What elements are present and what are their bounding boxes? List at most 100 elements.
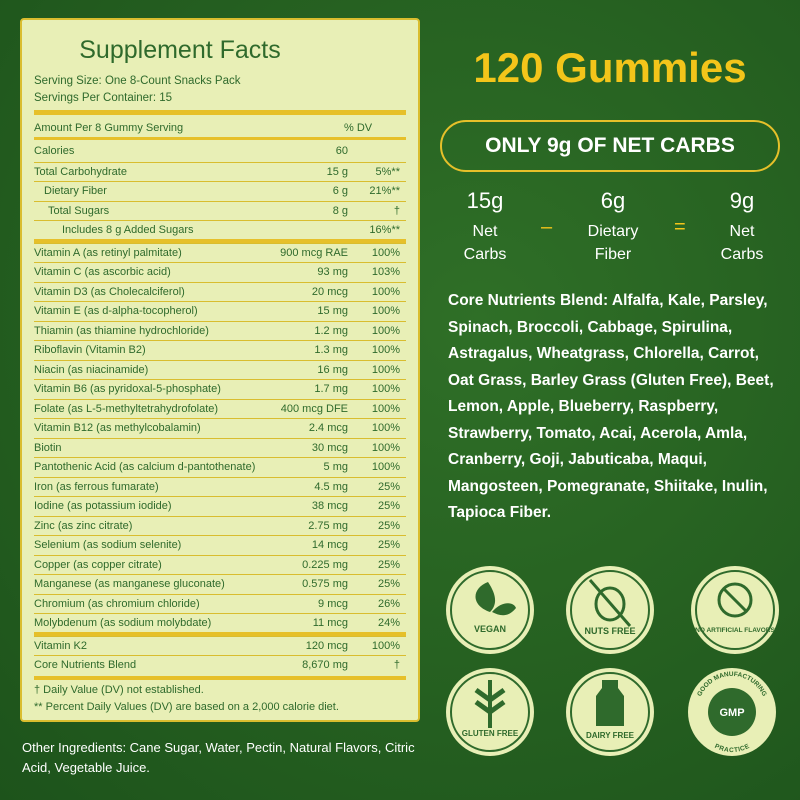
other-ingredients: Other Ingredients: Cane Sugar, Water, Pe… [22,740,415,775]
badge-ring-text: PRACTICE [713,743,751,754]
nutrient-amount: 2.4 mcg [308,422,348,434]
nutrient-dv: 100% [371,246,400,259]
badge-vegan: VEGAN [446,566,534,654]
facts-row: Vitamin B12 (as methylcobalamin) 2.4 mcg 1… [34,418,406,439]
amount-header: Amount Per 8 Gummy Serving [34,122,184,134]
nutrient-name: Vitamin K2 [34,639,87,652]
net-carbs-term: 15g Net Carbs [440,188,530,266]
nutrient-dv: 103% [371,266,400,278]
facts-row: Vitamin B6 (as pyridoxal-5-phosphate) 1.7… [34,379,406,400]
nutrient-name: Biotin [34,441,62,454]
facts-row: Vitamin C (as ascorbic acid) 93 mg 103% [34,262,406,283]
facts-row: Dietary Fiber 6 g 21%** [34,181,406,202]
divider [34,238,406,243]
nutrient-dv: 100% [371,422,400,434]
nutrient-name: Iron (as ferrous fumarate) [34,480,159,493]
facts-row: Vitamin E (as d-alpha-tocopherol) 15 mg 10… [34,301,406,322]
nutrient-name: Molybdenum (as sodium molybdate) [34,617,212,629]
nutrient-name: Vitamin B12 (as methylcobalamin) [34,422,201,434]
divider [34,675,406,680]
nutrient-name: Vitamin A (as retinyl palmitate) [34,246,182,259]
nutrient-name: Folate (as L-5-methyltetrahydrofolate) [34,402,219,415]
facts-row: Total Carbohydrate 15 g 5%** [34,161,406,183]
facts-row: Manganese (as manganese gluconate) 0.575 … [34,574,406,595]
nutrient-amount: 2.75 mg [308,519,348,532]
facts-row: Thiamin (as thiamine hydrochloride) 1.2 m… [34,320,406,342]
badge-label: VEGAN [474,624,506,634]
divider [34,137,406,140]
nutrient-amount: 0.225 mg [302,558,348,571]
nutrient-dv: 5%** [375,165,400,178]
nutrient-dv: 25% [377,539,400,551]
badge-gluten-free: GLUTEN FREE [446,668,534,756]
nutrient-dv: 25% [377,558,400,571]
facts-row: Niacin (as niacinamide) 16 mg 100% [34,359,406,381]
nutrient-amount: 8 g [332,204,348,217]
nutrient-name: Pantothenic Acid (as calcium d-pantothen… [34,461,256,473]
facts-row: Chromium (as chromium chloride) 9 mcg 26% [34,593,406,615]
facts-row: Calories 60 [34,142,406,162]
divider [34,631,406,636]
facts-row: Vitamin A (as retinyl palmitate) 900 mcg … [34,242,406,264]
facts-row: Folate (as L-5-methyltetrahydrofolate) 40… [34,398,406,420]
nutrient-dv: 25% [377,519,400,532]
facts-row: Iodine (as potassium iodide) 38 mcg 25% [34,496,406,517]
badge-label: GLUTEN FREE [462,729,519,738]
footnote: † Daily Value (DV) not established. [34,684,204,696]
supplement-facts-panel: Supplement Facts Serving Size: One 8-Cou… [20,18,420,722]
core-nutrients: Core Nutrients Blend: Alfalfa, Kale, Par… [448,292,774,521]
nutrient-amount: 15 mg [317,305,348,317]
nutrient-name: Manganese (as manganese gluconate) [34,578,225,590]
term-amount: 9g [729,188,755,213]
nutrient-amount: 60 [335,145,348,157]
footnote: ** Percent Daily Values (DV) are based o… [34,701,339,713]
nutrient-dv: 100% [371,639,400,652]
badge-ring-bottom: PRACTICE [713,743,751,754]
nutrient-dv: † [393,659,400,671]
nutrient-dv: 25% [377,500,400,512]
facts-row: Core Nutrients Blend 8,670 mg † [34,655,406,676]
nutrient-dv: 100% [371,461,400,473]
term-label: Net Carbs [720,223,764,263]
nutrient-amount: 20 mcg [311,285,348,298]
badges: VEGAN NUTS FREE NO ARTIFICIAL FLAVORS GL… [446,566,779,756]
nutrient-name: Core Nutrients Blend [34,659,137,671]
nutrient-name: Vitamin D3 (as Cholecalciferol) [34,285,185,298]
nutrient-amount: 4.5 mg [314,480,348,493]
nutrient-dv: 100% [371,402,400,415]
badge-gmp: GOOD MANUFACTURING PRACTICE GMP [688,668,776,756]
nutrient-name: Vitamin B6 (as pyridoxal-5-phosphate) [34,383,221,395]
nutrient-amount: 1.3 mg [314,344,348,356]
facts-row: Biotin 30 mcg 100% [34,437,406,459]
nutrient-amount: 5 mg [323,461,348,473]
facts-row: Copper (as copper citrate) 0.225 mg 25% [34,554,406,576]
net-carbs-term: 9g Net Carbs [697,188,787,266]
nutrient-amount: 1.2 mg [314,324,348,337]
nutrient-name: Total Carbohydrate [34,165,127,178]
term-amount: 15g [466,188,504,213]
facts-row: Vitamin K2 120 mcg 100% [34,635,406,657]
term-label: Dietary Fiber [587,223,639,263]
facts-row: Selenium (as sodium selenite) 14 mcg 25% [34,535,406,556]
nutrient-amount: 15 g [326,165,348,178]
nutrient-name: Total Sugars [48,204,110,217]
nutrient-dv: 100% [371,344,400,356]
nutrient-amount: 0.575 mg [302,578,348,590]
nutrient-dv: 100% [371,363,400,376]
nutrient-dv: 21%** [369,185,400,197]
nutrient-dv: 24% [377,617,400,629]
panel-title: Supplement Facts [79,36,281,64]
serving-size: Serving Size: One 8-Count Snacks Pack [34,75,241,87]
nutrient-name: Riboflavin (Vitamin B2) [34,344,146,356]
nutrient-amount: 9 mcg [318,597,348,610]
nutrient-dv: † [393,204,400,217]
nutrient-dv: 100% [371,285,400,298]
nutrient-amount: 14 mcg [311,539,348,551]
badge-no-artificial: NO ARTIFICIAL FLAVORS [691,566,779,654]
nutrient-name: Calories [34,145,75,157]
nutrient-dv: 100% [371,324,400,337]
facts-row: Total Sugars 8 g † [34,200,406,222]
nutrient-amount: 93 mg [317,266,348,278]
badge-label: NO ARTIFICIAL FLAVORS [695,627,775,634]
nutrient-amount: 16 mg [317,363,348,376]
